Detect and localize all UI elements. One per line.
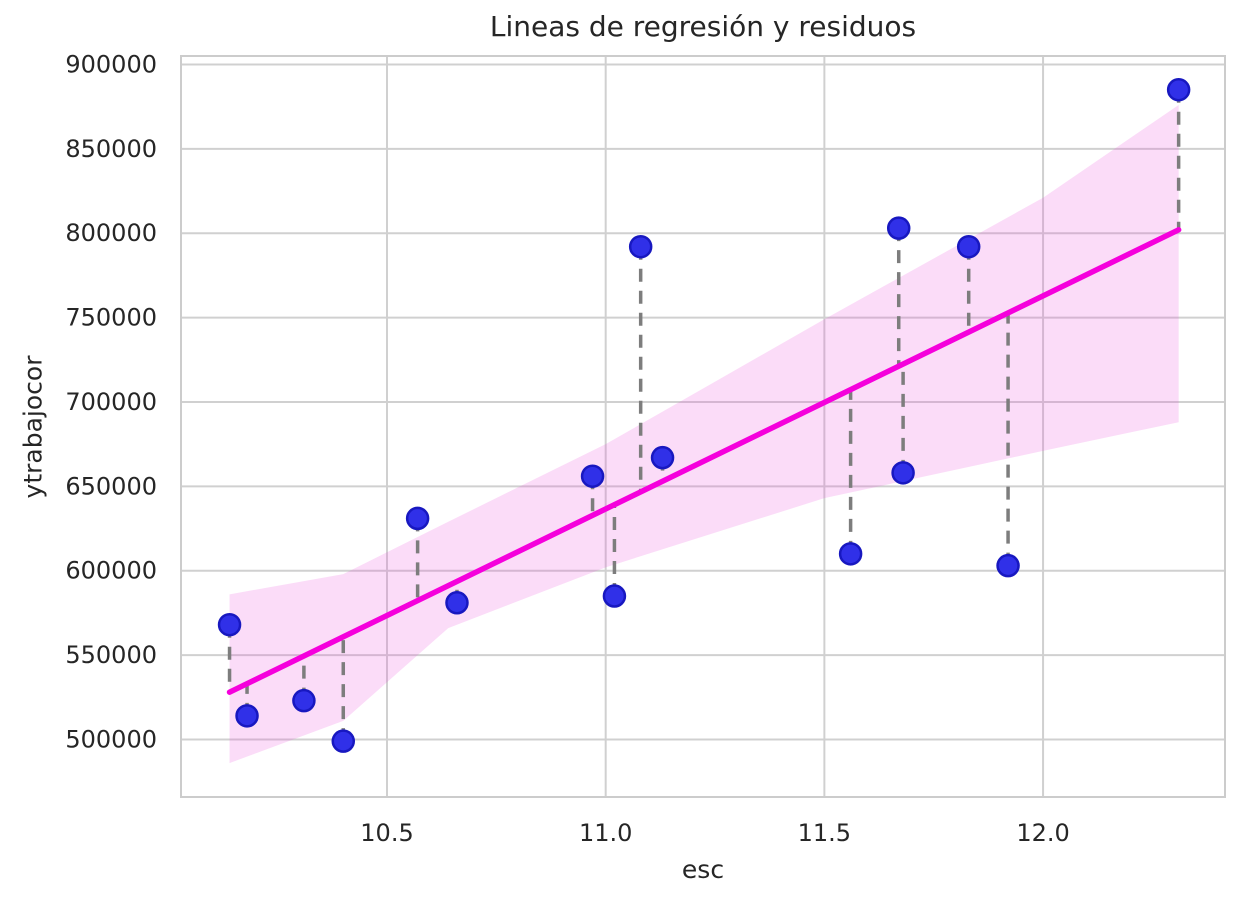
data-point bbox=[886, 216, 911, 240]
x-axis-label: esc bbox=[681, 855, 725, 884]
y-tick-label: 750000 bbox=[65, 304, 157, 332]
x-tick-label: 11.0 bbox=[579, 819, 632, 847]
y-tick-label: 850000 bbox=[65, 135, 157, 163]
data-point bbox=[1166, 78, 1191, 102]
x-tick-label: 10.5 bbox=[360, 819, 413, 847]
y-tick-label: 800000 bbox=[65, 219, 157, 247]
x-tick-label: 11.5 bbox=[798, 819, 851, 847]
y-axis-label: ytrabajocor bbox=[18, 355, 48, 499]
y-tick-label: 500000 bbox=[65, 725, 157, 753]
y-tick-label: 600000 bbox=[65, 557, 157, 585]
data-point bbox=[628, 234, 653, 259]
y-tick-label: 900000 bbox=[65, 50, 157, 78]
data-point bbox=[580, 464, 605, 488]
plot-border bbox=[180, 55, 1226, 798]
data-point bbox=[217, 612, 242, 637]
chart-title: Lineas de regresión y residuos bbox=[489, 10, 917, 43]
regression-line bbox=[226, 227, 1182, 695]
data-point bbox=[838, 542, 863, 566]
y-tick-label: 650000 bbox=[65, 472, 157, 500]
data-point bbox=[956, 234, 981, 259]
data-point bbox=[996, 553, 1020, 578]
data-point bbox=[292, 688, 316, 713]
confidence-band bbox=[229, 104, 1179, 764]
data-point bbox=[405, 506, 430, 531]
data-point bbox=[602, 584, 627, 608]
y-tick-label: 550000 bbox=[65, 641, 157, 669]
data-point bbox=[650, 445, 675, 470]
y-tick-label: 700000 bbox=[65, 388, 157, 416]
data-point bbox=[445, 591, 469, 615]
data-point bbox=[331, 729, 356, 753]
x-tick-label: 12.0 bbox=[1016, 819, 1069, 847]
data-point bbox=[891, 461, 915, 485]
data-point bbox=[235, 704, 259, 728]
